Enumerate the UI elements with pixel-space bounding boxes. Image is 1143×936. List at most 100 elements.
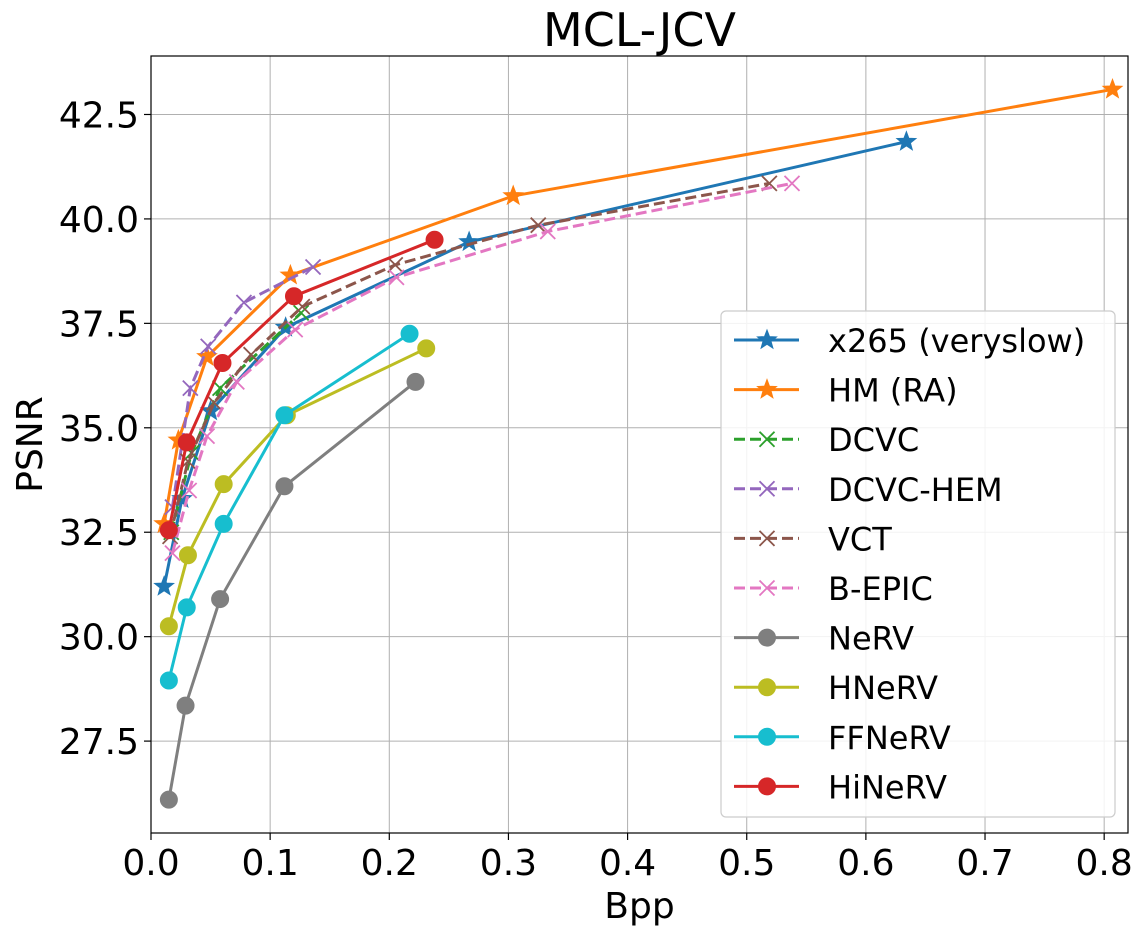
legend-marker bbox=[758, 628, 776, 647]
data-point bbox=[182, 379, 199, 397]
data-point bbox=[211, 590, 230, 609]
data-point bbox=[406, 372, 425, 391]
legend-label: HM (RA) bbox=[828, 372, 958, 410]
legend-entry: x265 (veryslow) bbox=[734, 322, 1085, 360]
x-tick-label: 0.1 bbox=[242, 843, 299, 884]
data-point bbox=[213, 354, 232, 373]
data-point bbox=[292, 304, 310, 322]
data-point bbox=[206, 394, 223, 411]
y-tick-label: 35.0 bbox=[59, 409, 139, 450]
data-point bbox=[502, 184, 525, 206]
legend-entry: HM (RA) bbox=[734, 372, 958, 410]
legend-label: HNeRV bbox=[828, 669, 938, 707]
legend-label: HiNeRV bbox=[828, 768, 947, 806]
y-tick-label: 27.5 bbox=[59, 722, 139, 763]
legend-entry: DCVC bbox=[734, 421, 919, 459]
data-point bbox=[180, 482, 198, 499]
data-point bbox=[196, 345, 218, 367]
data-point bbox=[458, 230, 480, 252]
data-point bbox=[153, 575, 175, 596]
data-point bbox=[176, 696, 195, 715]
legend-marker bbox=[756, 328, 778, 350]
legend: x265 (veryslow) HM (RA) DCVC DCVC-HEM VCT B-E… bbox=[720, 310, 1116, 818]
legend-label: FFNeRV bbox=[828, 719, 951, 757]
x-tick-label: 0.5 bbox=[718, 843, 775, 884]
legend-entry: FFNeRV bbox=[734, 719, 951, 757]
data-point bbox=[164, 544, 181, 562]
x-tick-label: 0.4 bbox=[599, 843, 656, 884]
data-point bbox=[177, 598, 196, 617]
series-nerv bbox=[159, 372, 425, 809]
x-tick-label: 0.0 bbox=[122, 843, 179, 884]
x-tick-label: 0.2 bbox=[361, 843, 418, 884]
legend-box bbox=[720, 310, 1116, 818]
legend-marker bbox=[758, 678, 776, 697]
axis-ticks: 0.0 0.1 0.2 0.3 0.4 0.5 0.6 0.7 0.8 27.5 30.0 32.5 3… bbox=[59, 95, 1133, 884]
data-point bbox=[304, 258, 322, 276]
data-point bbox=[530, 217, 547, 234]
legend-marker bbox=[758, 727, 776, 746]
data-point bbox=[235, 294, 253, 311]
data-point bbox=[275, 406, 294, 425]
y-tick-label: 32.5 bbox=[59, 513, 139, 554]
y-axis-label: PSNR bbox=[10, 396, 51, 493]
data-point bbox=[388, 269, 405, 286]
data-point bbox=[198, 428, 216, 445]
data-point bbox=[177, 433, 196, 452]
legend-label: B-EPIC bbox=[828, 570, 933, 608]
legend-entry: HiNeRV bbox=[734, 768, 947, 806]
legend-label: VCT bbox=[828, 520, 892, 558]
legend-marker bbox=[756, 378, 778, 399]
series-b-epic bbox=[164, 175, 801, 562]
legend-marker bbox=[758, 431, 776, 448]
series-ffnerv bbox=[159, 324, 419, 690]
data-point bbox=[214, 514, 233, 533]
series-line bbox=[167, 238, 436, 531]
y-tick-label: 37.5 bbox=[59, 304, 139, 345]
x-tick-label: 0.6 bbox=[837, 843, 894, 884]
data-point bbox=[400, 324, 419, 343]
data-point bbox=[895, 130, 918, 151]
data-point bbox=[159, 671, 178, 690]
legend-entry: NeRV bbox=[734, 620, 914, 658]
legend-marker bbox=[758, 777, 776, 796]
legend-label: NeRV bbox=[828, 620, 914, 658]
series-line bbox=[167, 380, 417, 800]
legend-label: x265 (veryslow) bbox=[828, 322, 1085, 360]
data-point bbox=[228, 373, 245, 390]
data-point bbox=[242, 346, 260, 363]
data-point bbox=[275, 477, 294, 496]
x-tick-label: 0.8 bbox=[1076, 843, 1133, 884]
x-tick-label: 0.7 bbox=[956, 843, 1013, 884]
data-point bbox=[211, 379, 229, 397]
legend-entry: B-EPIC bbox=[734, 570, 933, 608]
data-point bbox=[159, 521, 178, 540]
legend-entry: DCVC-HEM bbox=[734, 471, 1003, 509]
data-point bbox=[783, 175, 801, 192]
series-hnerv bbox=[159, 339, 436, 636]
legend-label: DCVC bbox=[828, 421, 919, 459]
series-dcvc-hem bbox=[164, 258, 322, 516]
legend-marker bbox=[758, 579, 776, 597]
series-line bbox=[162, 87, 1113, 525]
series-line bbox=[171, 181, 793, 554]
data-point bbox=[539, 223, 556, 240]
legend-entry: VCT bbox=[734, 520, 892, 558]
data-point bbox=[178, 546, 197, 565]
data-point bbox=[287, 321, 304, 338]
series-line bbox=[167, 332, 411, 681]
data-point bbox=[214, 475, 233, 494]
data-point bbox=[387, 256, 404, 274]
y-tick-label: 40.0 bbox=[59, 200, 139, 241]
y-tick-label: 42.5 bbox=[59, 95, 139, 136]
data-point bbox=[1101, 77, 1124, 99]
data-point bbox=[159, 790, 178, 809]
legend-label: DCVC-HEM bbox=[828, 471, 1003, 509]
data-point bbox=[200, 338, 217, 355]
x-tick-label: 0.3 bbox=[480, 843, 537, 884]
series-line bbox=[168, 181, 770, 537]
legend-marker bbox=[758, 530, 776, 547]
chart-title: MCL-JCV bbox=[543, 3, 736, 57]
plot-area-frame bbox=[150, 55, 1129, 834]
